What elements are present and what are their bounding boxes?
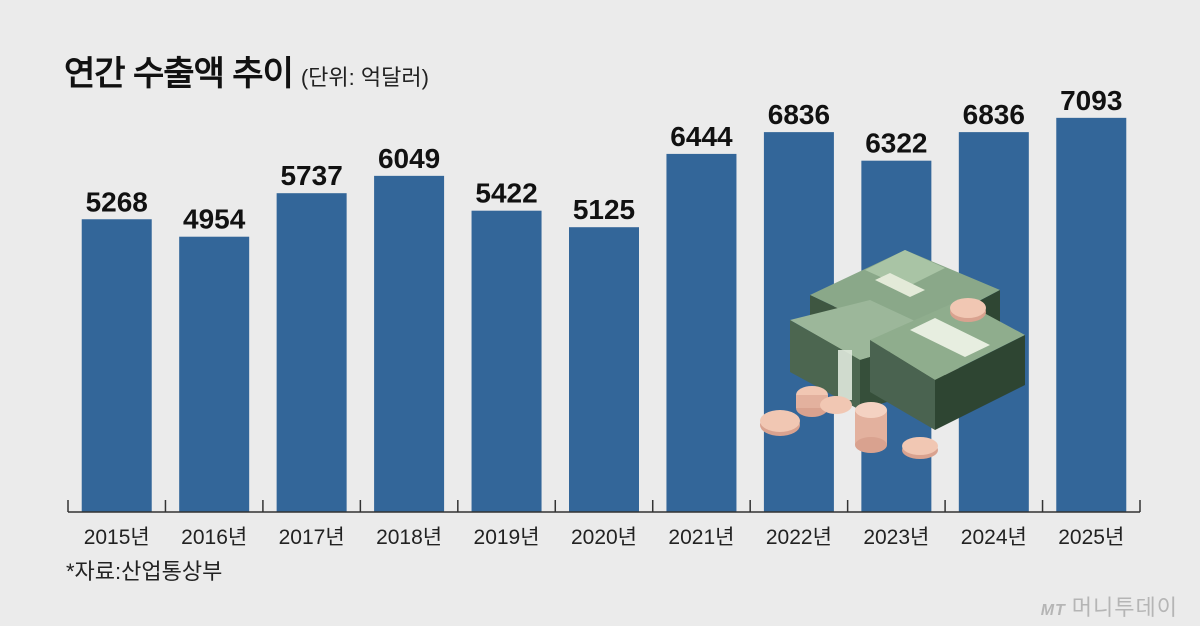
x-axis: 2015년 2016년 2017년 2018년 2019년 2020년 2021년 2022년…: [67, 500, 1141, 549]
value-label: 5422: [475, 178, 537, 209]
bar-2021년: [666, 153, 737, 512]
value-labels-group: 5268 4954 5737 6049 5422 5125 6444 6836 6322 6836…: [86, 85, 1123, 235]
x-tick-label: 2025년: [1058, 526, 1124, 549]
x-tick-label: 2024년: [961, 526, 1027, 549]
watermark-logo: MT: [1040, 602, 1066, 619]
source-note: *자료:산업통상부: [66, 559, 223, 584]
value-label: 7093: [1060, 85, 1122, 116]
bar-2018년: [374, 175, 445, 513]
value-label: 6049: [378, 143, 440, 174]
x-tick-label: 2019년: [474, 526, 540, 549]
bar-2016년: [179, 236, 250, 512]
x-tick-label: 2022년: [766, 526, 832, 549]
x-tick-label: 2021년: [668, 526, 734, 549]
coins-icon: [760, 298, 986, 459]
value-label: 4954: [183, 204, 246, 235]
x-tick-label: 2015년: [84, 526, 150, 549]
bar-2019년: [471, 210, 542, 512]
value-label: 5125: [573, 194, 635, 225]
watermark-text: 머니투데이: [1071, 595, 1178, 620]
unit-label: (단위: 억달러): [300, 65, 429, 90]
chart-title: 연간 수출액 추이: [64, 55, 294, 93]
value-label: 5737: [280, 160, 342, 191]
bar-2020년: [569, 227, 639, 513]
bars-group: [81, 117, 1127, 513]
x-tick-label: 2017년: [279, 526, 345, 549]
x-tick-label: 2020년: [571, 526, 637, 549]
x-tick-label: 2016년: [181, 526, 247, 549]
bar-2015년: [81, 219, 152, 512]
value-label: 6836: [963, 99, 1025, 130]
value-label: 5268: [86, 186, 148, 217]
chart-title-group: 연간 수출액 추이 (단위: 억달러): [64, 46, 429, 95]
x-tick-label: 2023년: [863, 526, 929, 549]
dollar-bills-right-icon: [870, 300, 1025, 430]
bar-2017년: [276, 193, 347, 512]
value-label: 6836: [768, 99, 830, 130]
x-tick-label: 2018년: [376, 526, 442, 549]
value-label: 6444: [670, 121, 733, 152]
value-label: 6322: [865, 128, 927, 159]
bar-2025년: [1056, 117, 1127, 513]
watermark: MT 머니투데이: [1041, 590, 1178, 622]
money-stack-illustration: [760, 250, 1025, 459]
